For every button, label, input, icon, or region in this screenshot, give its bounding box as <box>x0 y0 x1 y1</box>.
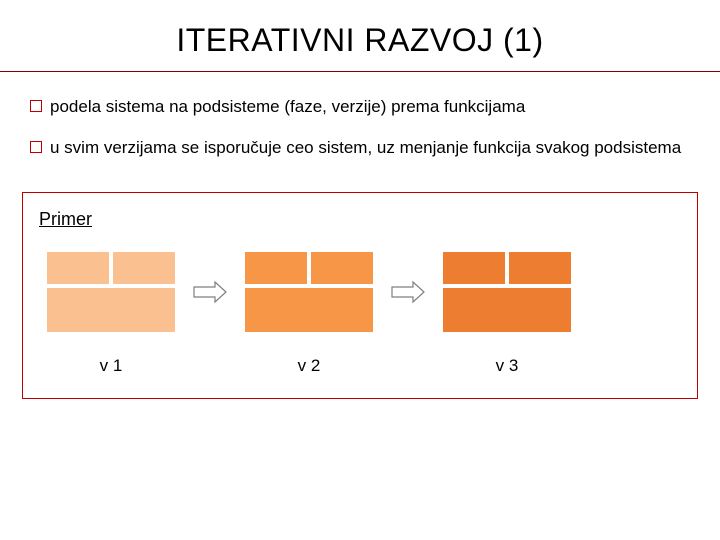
versions-diagram <box>37 252 683 332</box>
subsystem-box <box>245 288 373 332</box>
subsystem-box <box>113 252 175 284</box>
version-label: v 3 <box>443 356 571 376</box>
arrow-icon <box>373 252 443 332</box>
bullet-item: podela sistema na podsisteme (faze, verz… <box>30 96 690 119</box>
version-group-1 <box>47 252 175 332</box>
version-label: v 2 <box>245 356 373 376</box>
bullet-item: u svim verzijama se isporučuje ceo siste… <box>30 137 690 160</box>
version-label: v 1 <box>47 356 175 376</box>
example-label: Primer <box>39 209 683 230</box>
subsystem-box <box>47 288 175 332</box>
bullet-text: podela sistema na podsisteme (faze, verz… <box>50 96 525 119</box>
subsystem-box <box>245 252 307 284</box>
bullet-square-icon <box>30 100 42 112</box>
example-container: Primer <box>22 192 698 399</box>
version-group-2 <box>245 252 373 332</box>
bullet-square-icon <box>30 141 42 153</box>
subsystem-box <box>443 252 505 284</box>
subsystem-box <box>443 288 571 332</box>
subsystem-box <box>47 252 109 284</box>
version-labels-row: v 1 v 2 v 3 <box>37 356 683 376</box>
subsystem-box <box>311 252 373 284</box>
version-group-3 <box>443 252 571 332</box>
subsystem-box <box>509 252 571 284</box>
bullet-list: podela sistema na podsisteme (faze, verz… <box>0 72 720 188</box>
bullet-text: u svim verzijama se isporučuje ceo siste… <box>50 137 681 160</box>
arrow-icon <box>175 252 245 332</box>
slide-title: ITERATIVNI RAZVOJ (1) <box>0 0 720 71</box>
